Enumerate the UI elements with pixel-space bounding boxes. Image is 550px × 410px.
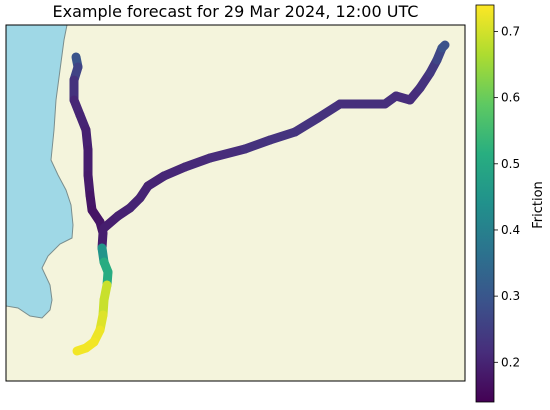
- colorbar: 0.2 0.3 0.4 0.5 0.6 0.7 Friction: [475, 4, 546, 403]
- colorbar-ticks: 0.2 0.3 0.4 0.5 0.6 0.7: [494, 24, 520, 369]
- colorbar-gradient: [475, 4, 495, 403]
- colorbar-label: Friction: [531, 181, 546, 229]
- map-frame: [5, 24, 466, 382]
- map-title: Example forecast for 29 Mar 2024, 12:00 …: [52, 2, 419, 21]
- track-north-south-segment: [72, 343, 91, 356]
- track-east-west-segment: [205, 144, 250, 163]
- colorbar-tick-label: 0.5: [501, 157, 520, 171]
- water-area: [5, 24, 74, 319]
- road-tracks: [69, 40, 450, 356]
- colorbar-tick-label: 0.2: [501, 355, 520, 369]
- colorbar-tick-label: 0.4: [501, 223, 520, 237]
- track-east-west-segment: [437, 40, 450, 53]
- colorbar-tick-label: 0.3: [501, 289, 520, 303]
- colorbar-tick-label: 0.7: [501, 24, 520, 38]
- colorbar-tick-label: 0.6: [501, 91, 520, 105]
- land-area: [6, 25, 465, 381]
